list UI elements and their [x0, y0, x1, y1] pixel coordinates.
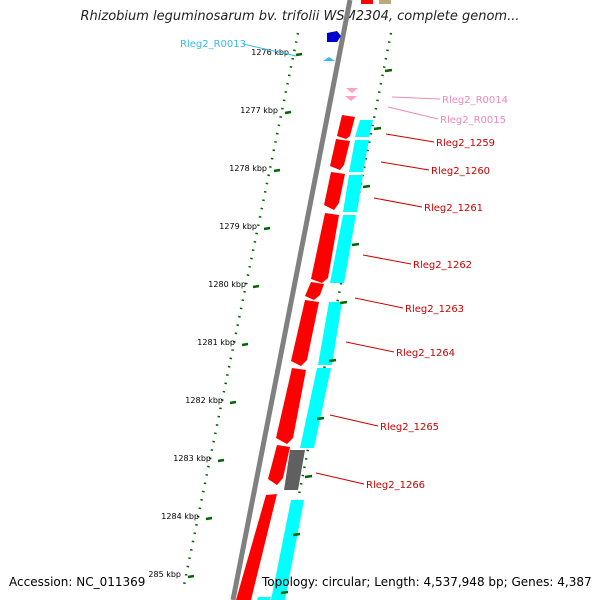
scale-ticks: 1276 kbp 1277 kbp 1278 kbp 1279 kbp 1280 kbp…	[148, 48, 393, 595]
scale-tick-mark	[304, 474, 313, 479]
label-leader-line	[362, 254, 412, 265]
scale-tick-label: 1276 kbp	[251, 48, 289, 57]
trna-feature-r0013[interactable]	[327, 31, 341, 42]
scale-tick-label: 1281 kbp	[197, 338, 235, 347]
scale-tick-mark	[205, 516, 213, 521]
scale-tick-mark	[252, 284, 260, 289]
label-leader-line	[391, 96, 441, 100]
scale-tick-mark	[241, 342, 249, 347]
scale-tick-mark	[339, 300, 348, 305]
gene-feature[interactable]	[271, 500, 304, 600]
genome-backbone	[230, 0, 353, 600]
cds-feature-1261[interactable]	[324, 172, 345, 210]
cds-feature-1259[interactable]	[337, 115, 355, 139]
cds-feature-1263[interactable]	[305, 282, 324, 300]
pseudogene-feature-1266[interactable]	[284, 450, 305, 490]
scale-tick-label: 1278 kbp	[229, 164, 267, 173]
scale-tick-mark	[273, 168, 281, 173]
gene-feature-1262[interactable]	[330, 215, 356, 283]
gene-feature-1260[interactable]	[349, 140, 369, 172]
scale-tick-label: 1284 kbp	[161, 512, 199, 521]
scale-tick-mark	[284, 110, 292, 115]
feature-label[interactable]: Rleg2_1262	[413, 260, 472, 271]
scale-tick-mark	[384, 68, 393, 73]
label-leader-lines	[242, 43, 441, 485]
scale-tick-label: 1282 kbp	[185, 396, 223, 405]
rrna-feature-r0015[interactable]	[345, 96, 357, 101]
feature-label[interactable]: Rleg2_1264	[396, 348, 455, 359]
trna-feature[interactable]	[323, 57, 335, 61]
label-leader-line	[315, 472, 365, 485]
scale-tick-mark	[280, 590, 289, 595]
scale-tick-mark	[351, 242, 360, 247]
scale-tick-mark	[362, 184, 371, 189]
feature-label[interactable]: Rleg2_1260	[431, 166, 490, 177]
cds-feature-1265[interactable]	[276, 368, 306, 444]
feature-label[interactable]: Rleg2_1259	[436, 138, 495, 149]
label-leader-line	[329, 414, 379, 427]
label-leader-line	[373, 197, 423, 208]
gene-feature-1265[interactable]	[300, 368, 331, 448]
label-leader-line	[387, 106, 439, 120]
scale-tick-mark	[295, 52, 303, 57]
scale-tick-mark	[292, 532, 301, 537]
label-leader-line	[354, 297, 404, 309]
label-leader-line	[380, 161, 430, 171]
feature-label[interactable]: Rleg2_R0015	[440, 115, 506, 126]
feature-label[interactable]: Rleg2_1266	[366, 480, 425, 491]
feature-label[interactable]: Rleg2_R0013	[180, 39, 246, 50]
gene-feature[interactable]	[257, 597, 271, 600]
label-leader-line	[385, 133, 435, 143]
scale-tick-mark	[316, 416, 325, 421]
rrna-feature-r0014[interactable]	[346, 88, 358, 93]
feature-labels: Rleg2_R0013 Rleg2_R0014 Rleg2_R0015 Rleg2_1…	[180, 39, 508, 491]
cds-feature-1264[interactable]	[291, 300, 319, 366]
feature-label[interactable]: Rleg2_1263	[405, 304, 464, 315]
cds-feature-1260[interactable]	[330, 139, 350, 170]
scale-tick-mark	[187, 574, 195, 579]
label-leader-line	[345, 341, 395, 353]
scale-tick-label: 285 kbp	[148, 570, 181, 579]
cds-feature[interactable]	[236, 494, 277, 600]
cds-feature[interactable]	[361, 0, 373, 4]
scale-tick-mark	[217, 458, 225, 463]
gene-feature-1259[interactable]	[355, 120, 373, 137]
scale-tick-mark	[373, 126, 382, 131]
label-leader-line	[242, 43, 297, 57]
topology-summary-text: Topology: circular; Length: 4,537,948 bp…	[262, 575, 592, 589]
feature-label[interactable]: Rleg2_1261	[424, 203, 483, 214]
cds-feature-1262[interactable]	[311, 213, 339, 283]
accession-text: Accession: NC_011369	[9, 575, 146, 589]
inner-scale-dots	[181, 32, 300, 591]
scale-tick-mark	[229, 400, 237, 405]
scale-tick-label: 1283 kbp	[173, 454, 211, 463]
misc-feature[interactable]	[379, 0, 391, 4]
gene-feature-1261[interactable]	[343, 175, 363, 212]
scale-tick-mark	[263, 226, 271, 231]
map-title: Rhizobium leguminosarum bv. trifolii WSM…	[80, 9, 520, 24]
scale-tick-label: 1280 kbp	[208, 280, 246, 289]
scale-tick-mark	[328, 358, 337, 363]
cds-feature-1266[interactable]	[268, 445, 290, 485]
scale-tick-label: 1279 kbp	[219, 222, 257, 231]
scale-tick-label: 1277 kbp	[240, 106, 278, 115]
feature-label[interactable]: Rleg2_1265	[380, 422, 439, 433]
gene-feature-1264[interactable]	[318, 302, 342, 365]
feature-label[interactable]: Rleg2_R0014	[442, 95, 508, 106]
